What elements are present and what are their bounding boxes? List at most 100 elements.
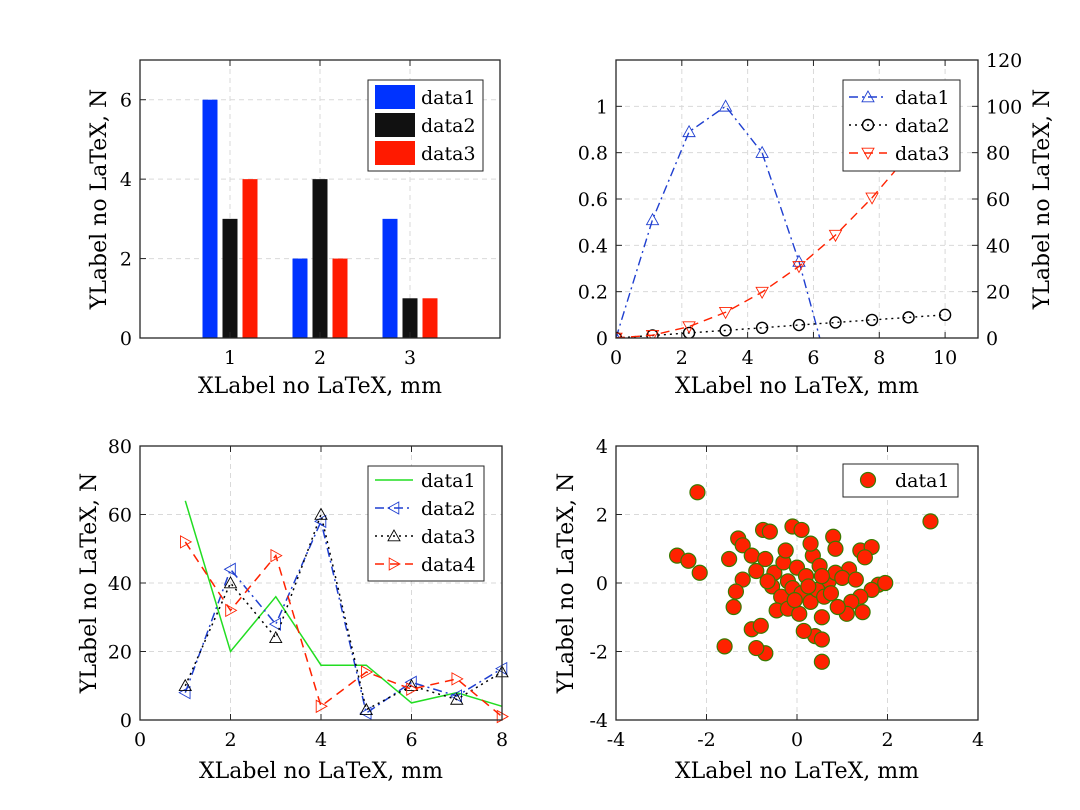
marker-data3 xyxy=(718,307,733,320)
y-tick-label: -4 xyxy=(589,710,608,732)
marker-data2 xyxy=(268,617,281,631)
legend-marker-data4 xyxy=(388,557,401,571)
series-line-data2 xyxy=(616,314,946,338)
y-tick-label: 2 xyxy=(596,505,608,527)
marker-data3 xyxy=(178,678,193,691)
scatter-point xyxy=(721,550,738,568)
legend-box xyxy=(367,465,485,582)
scatter-point xyxy=(716,638,733,655)
legend-label: data3 xyxy=(421,526,476,548)
bar-data1 xyxy=(382,218,398,338)
x-axis-label: XLabel no LaTeX, mm xyxy=(675,374,919,399)
marker-data1 xyxy=(682,124,696,138)
scatter-point xyxy=(786,592,803,609)
scatter-point xyxy=(752,617,769,634)
marker-data3 xyxy=(359,702,374,715)
y-tick-label: 60 xyxy=(108,505,132,527)
marker-data4 xyxy=(361,665,374,679)
marker-data3 xyxy=(404,678,419,691)
marker-data2 xyxy=(865,313,879,327)
marker-data1 xyxy=(755,145,769,158)
legend-label: data1 xyxy=(895,87,950,109)
legend-marker-data3 xyxy=(861,147,875,160)
bar-chart-panel: 1 2 3 0 2 4 6 XLabel no LaTeX, mm YLabel no LaTe… xyxy=(87,59,501,399)
scatter-point xyxy=(759,573,776,590)
y-tick-label: 0 xyxy=(596,328,608,350)
marker-data4 xyxy=(225,603,238,618)
marker-data2 xyxy=(792,318,806,332)
x-tick-label: 4 xyxy=(742,347,754,369)
marker-data4 xyxy=(315,699,328,714)
y-axis-label-right: YLabel no LaTeX, N xyxy=(1030,89,1055,310)
y-tick-label: 80 xyxy=(108,436,132,458)
x-tick-label: 8 xyxy=(496,729,508,751)
marker-data3 xyxy=(223,576,238,589)
marker-data2 xyxy=(719,324,732,337)
legend-label: data1 xyxy=(421,470,476,492)
scatter-point xyxy=(834,569,851,586)
scatter-point xyxy=(847,571,864,588)
scatter-point xyxy=(802,535,819,552)
y-right-tick-label: 40 xyxy=(986,235,1010,257)
legend-marker-data2 xyxy=(861,118,875,132)
marker-data3 xyxy=(268,630,283,644)
x-tick-label: -2 xyxy=(697,729,716,751)
x-tick-label: 2 xyxy=(314,347,326,369)
x-tick-label: 2 xyxy=(676,347,688,369)
dual-axis-line-chart-panel: 0 2 4 6 8 1000.20.40.60.81020406080100120XLab… xyxy=(578,50,1055,399)
marker-data4 xyxy=(270,548,283,563)
scatter-point xyxy=(800,578,817,595)
legend-swatch-data3 xyxy=(375,141,415,165)
series-line-data4 xyxy=(184,541,503,718)
scatter-point xyxy=(795,622,812,640)
x-tick-label: 6 xyxy=(807,347,819,369)
marker-data2 xyxy=(902,311,915,324)
scatter-point xyxy=(761,523,778,540)
scatter-point xyxy=(854,604,871,621)
marker-data2 xyxy=(755,321,769,335)
y-tick-label: 0 xyxy=(120,710,132,732)
marker-data2 xyxy=(314,514,327,529)
x-tick-label: 0 xyxy=(791,729,803,751)
x-tick-label: 4 xyxy=(972,729,984,751)
y-tick-label: 0.6 xyxy=(578,189,608,211)
x-tick-label: 1 xyxy=(224,347,236,369)
series-line-data1 xyxy=(184,500,503,708)
scatter-point xyxy=(822,585,840,602)
marker-data2 xyxy=(178,685,191,700)
scatter-point xyxy=(725,598,742,616)
bar-data2 xyxy=(402,298,418,338)
x-tick-label: -4 xyxy=(607,729,626,751)
legend-marker-data1 xyxy=(861,90,875,103)
legend-label: data3 xyxy=(421,143,476,165)
y-right-tick-label: 120 xyxy=(986,50,1022,72)
legend-swatch-data2 xyxy=(375,113,415,137)
marker-data4 xyxy=(406,682,419,696)
marker-data4 xyxy=(451,672,464,686)
marker-data3 xyxy=(792,261,806,274)
marker-data1 xyxy=(645,212,660,226)
scatter-point xyxy=(827,540,844,557)
x-axis-label: XLabel no LaTeX, mm xyxy=(198,374,442,399)
y-right-tick-label: 80 xyxy=(986,143,1010,165)
marker-data4 xyxy=(179,535,193,549)
scatter-point xyxy=(727,583,745,600)
y-tick-label: 0.2 xyxy=(578,282,608,304)
y-tick-label: 6 xyxy=(120,90,132,112)
x-tick-label: 3 xyxy=(404,347,416,369)
y-tick-label: 0 xyxy=(596,573,608,595)
marker-data3 xyxy=(449,692,464,705)
marker-data2 xyxy=(938,308,952,322)
marker-data3 xyxy=(755,286,769,300)
bar-data3 xyxy=(422,298,438,338)
scatter-point xyxy=(813,568,830,585)
x-axis-label: XLabel no LaTeX, mm xyxy=(675,759,919,784)
series-line-data3 xyxy=(184,511,503,711)
bar-data2 xyxy=(312,179,328,338)
x-tick-label: 2 xyxy=(881,729,893,751)
scatter-point xyxy=(757,550,774,568)
legend-marker-data2 xyxy=(387,501,400,515)
y-tick-label: 0.8 xyxy=(578,143,608,165)
scatter-point xyxy=(791,605,808,622)
y-tick-label: 0.4 xyxy=(578,235,608,257)
